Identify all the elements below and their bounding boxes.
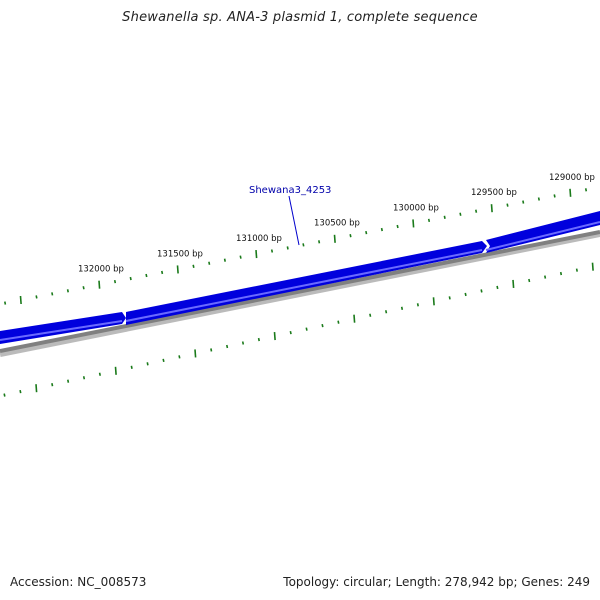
inner-major-tick xyxy=(512,279,515,289)
outer-minor-tick xyxy=(4,301,7,305)
inner-minor-tick xyxy=(3,393,6,397)
gene-highlight xyxy=(0,221,600,341)
outer-major-tick xyxy=(255,250,258,259)
inner-minor-tick xyxy=(51,383,54,387)
outer-major-tick xyxy=(176,265,179,274)
outer-major-tick xyxy=(490,204,493,213)
inner-major-tick xyxy=(432,297,435,306)
outer-minor-tick xyxy=(522,200,525,204)
inner-minor-tick xyxy=(575,268,578,272)
gene-label-leader xyxy=(288,195,300,246)
ruler-label-131000: 131000 bp xyxy=(236,234,282,244)
outer-major-tick xyxy=(412,219,415,228)
inner-minor-tick xyxy=(67,379,70,383)
ruler-labels: 132000 bp 131500 bp 131000 bp 130500 bp 1300… xyxy=(78,173,595,275)
outer-minor-tick xyxy=(365,230,368,235)
inner-major-tick xyxy=(35,384,38,393)
inner-minor-tick xyxy=(257,337,260,342)
outer-major-tick xyxy=(569,188,572,197)
outer-minor-tick xyxy=(537,197,540,201)
outer-minor-tick xyxy=(396,224,399,229)
inner-minor-tick xyxy=(544,275,547,279)
outer-minor-tick xyxy=(223,258,226,262)
gene-label[interactable]: Shewana3_4253 xyxy=(249,185,331,196)
outer-major-tick xyxy=(98,280,101,289)
inner-minor-tick xyxy=(178,355,181,359)
inner-minor-tick xyxy=(210,348,213,352)
inner-minor-tick xyxy=(480,289,483,293)
outer-minor-tick xyxy=(427,218,431,223)
inner-minor-tick xyxy=(82,376,86,380)
outer-minor-tick xyxy=(443,215,446,219)
outer-minor-tick xyxy=(270,249,274,253)
outer-minor-tick xyxy=(286,246,289,250)
inner-minor-tick xyxy=(400,306,404,310)
outer-minor-tick xyxy=(349,234,352,238)
accession-label: Accession: NC_008573 xyxy=(10,575,147,589)
backbone-light xyxy=(0,231,600,357)
outer-minor-tick xyxy=(475,209,478,213)
inner-tick-ring xyxy=(3,262,594,397)
outer-minor-tick xyxy=(82,286,85,290)
inner-minor-tick xyxy=(448,296,451,300)
outer-minor-tick xyxy=(35,295,38,299)
outer-minor-tick xyxy=(145,273,148,278)
inner-minor-tick xyxy=(385,310,388,314)
outer-minor-tick xyxy=(208,261,211,265)
outer-minor-tick xyxy=(459,212,462,216)
inner-minor-tick xyxy=(464,292,467,297)
outer-major-tick xyxy=(333,234,336,243)
outer-minor-tick xyxy=(192,264,195,268)
outer-minor-tick xyxy=(129,276,132,281)
ruler-label-132000: 132000 bp xyxy=(78,265,124,275)
outer-major-tick xyxy=(19,295,22,305)
ruler-label-129000: 129000 bp xyxy=(549,173,595,183)
inner-major-tick xyxy=(114,366,117,375)
ruler-label-130500: 130500 bp xyxy=(314,219,360,229)
inner-minor-tick xyxy=(146,362,149,366)
map-title: Shewanella sp. ANA-3 plasmid 1, complete… xyxy=(122,10,478,25)
inner-major-tick xyxy=(591,262,594,271)
summary-label: Topology: circular; Length: 278,942 bp; … xyxy=(283,575,590,589)
outer-minor-tick xyxy=(380,227,383,232)
outer-minor-tick xyxy=(51,292,54,296)
ruler-label-130000: 130000 bp xyxy=(393,203,439,213)
inner-minor-tick xyxy=(369,313,372,317)
inner-minor-tick xyxy=(496,285,499,290)
inner-major-tick xyxy=(353,314,356,323)
ruler-label-131500: 131500 bp xyxy=(157,249,203,259)
outer-minor-tick xyxy=(66,289,69,293)
outer-tick-ring xyxy=(4,188,588,305)
gene-track xyxy=(0,211,600,344)
outer-minor-tick xyxy=(113,279,117,284)
outer-minor-tick xyxy=(239,255,242,259)
outer-minor-tick xyxy=(302,243,305,247)
outer-minor-tick xyxy=(318,240,321,244)
inner-minor-tick xyxy=(19,389,22,394)
inner-minor-tick xyxy=(98,372,101,376)
inner-minor-tick xyxy=(226,344,229,349)
outer-minor-tick xyxy=(553,194,556,198)
inner-minor-tick xyxy=(321,323,324,328)
inner-major-tick xyxy=(273,332,276,341)
outer-minor-tick xyxy=(161,270,164,275)
inner-minor-tick xyxy=(528,278,531,283)
backbone xyxy=(0,230,600,353)
inner-minor-tick xyxy=(162,358,165,363)
inner-major-tick xyxy=(194,349,197,358)
inner-minor-tick xyxy=(289,330,292,335)
ruler-label-129500: 129500 bp xyxy=(471,188,517,198)
inner-minor-tick xyxy=(416,303,419,307)
inner-minor-tick xyxy=(337,320,340,324)
inner-minor-tick xyxy=(305,327,308,331)
outer-minor-tick xyxy=(584,188,588,192)
outer-minor-tick xyxy=(506,203,509,207)
inner-minor-tick xyxy=(241,341,245,345)
inner-minor-tick xyxy=(130,365,133,369)
inner-minor-tick xyxy=(559,271,563,276)
